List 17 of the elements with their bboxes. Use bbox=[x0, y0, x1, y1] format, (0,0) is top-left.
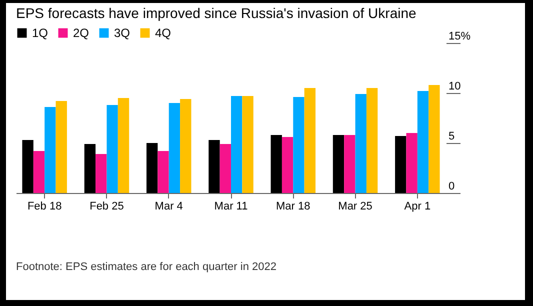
chart-title: EPS forecasts have improved since Russia's invasion of Ukraine bbox=[16, 5, 417, 21]
legend-label: 3Q bbox=[114, 26, 130, 40]
x-tick-label: Mar 18 bbox=[276, 200, 310, 212]
legend-label: 2Q bbox=[73, 26, 90, 40]
text: Footnote: EPS estimates are for each quarter in 2022 bbox=[16, 261, 276, 274]
x-tick-label: Apr 1 bbox=[404, 200, 431, 212]
x-tick-label: Mar 4 bbox=[154, 200, 183, 212]
y-tick-label: 10 bbox=[448, 80, 461, 92]
x-tick-label: Feb 25 bbox=[90, 200, 124, 212]
y-tick-label: 5 bbox=[448, 130, 455, 142]
x-tick-label: Mar 25 bbox=[338, 200, 372, 212]
legend-label: 4Q bbox=[155, 26, 172, 40]
y-tick-label: 15% bbox=[448, 30, 471, 42]
x-tick-label: Mar 11 bbox=[214, 200, 248, 212]
x-tick-label: Feb 18 bbox=[27, 200, 62, 212]
legend-label: 1Q bbox=[32, 26, 48, 40]
y-tick-label: 0 bbox=[448, 180, 455, 192]
